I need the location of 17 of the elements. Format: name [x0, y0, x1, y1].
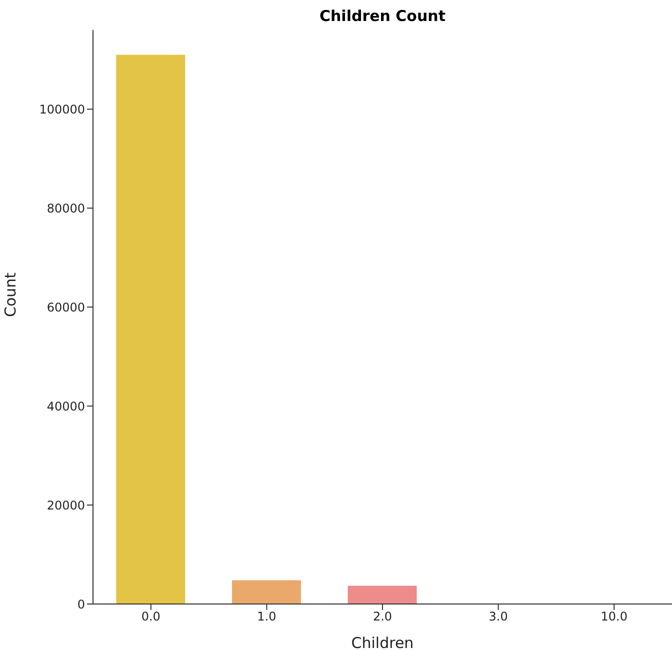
x-tick-label: 1.0: [257, 610, 276, 624]
y-tick-label: 20000: [46, 498, 85, 512]
bar: [116, 54, 186, 604]
x-tick-label: 10.0: [600, 610, 628, 624]
y-tick-label: 80000: [46, 201, 85, 216]
x-tick-label: 3.0: [488, 610, 508, 624]
x-axis-title: Children: [351, 634, 414, 650]
y-tick-label: 0: [77, 597, 85, 612]
y-tick-label: 40000: [46, 399, 85, 414]
y-tick-label: 60000: [46, 300, 85, 314]
bar: [348, 586, 417, 604]
y-tick-label: 100000: [39, 102, 85, 116]
bar: [232, 580, 301, 604]
x-tick-label: 2.0: [372, 610, 392, 624]
chart-title: Children Count: [318, 7, 447, 25]
x-tick-label: 0.0: [141, 610, 160, 624]
y-axis-title: Count: [1, 272, 20, 317]
